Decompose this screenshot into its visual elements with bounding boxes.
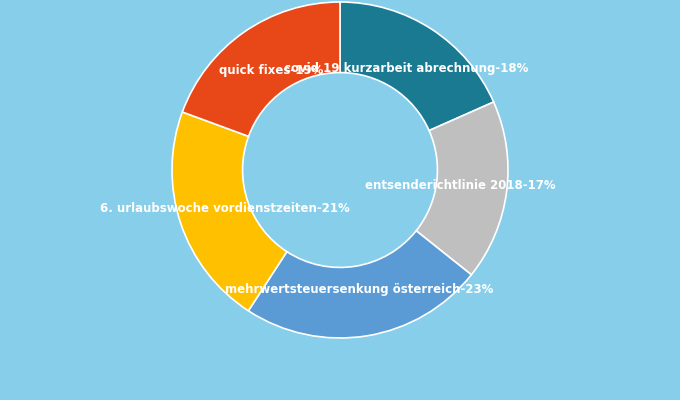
Wedge shape [248,231,471,338]
Text: mehrwertsteuersenkung österreich-23%: mehrwertsteuersenkung österreich-23% [225,283,494,296]
Wedge shape [416,102,508,275]
Text: quick fixes-19%: quick fixes-19% [218,64,323,77]
Text: entsenderichtlinie 2018-17%: entsenderichtlinie 2018-17% [364,179,556,192]
Wedge shape [182,2,340,136]
Text: covid 19 kurzarbeit abrechnung-18%: covid 19 kurzarbeit abrechnung-18% [284,62,528,75]
Wedge shape [340,2,494,130]
Wedge shape [172,112,287,311]
Text: 6. urlaubswoche vordienstzeiten-21%: 6. urlaubswoche vordienstzeiten-21% [101,202,350,215]
